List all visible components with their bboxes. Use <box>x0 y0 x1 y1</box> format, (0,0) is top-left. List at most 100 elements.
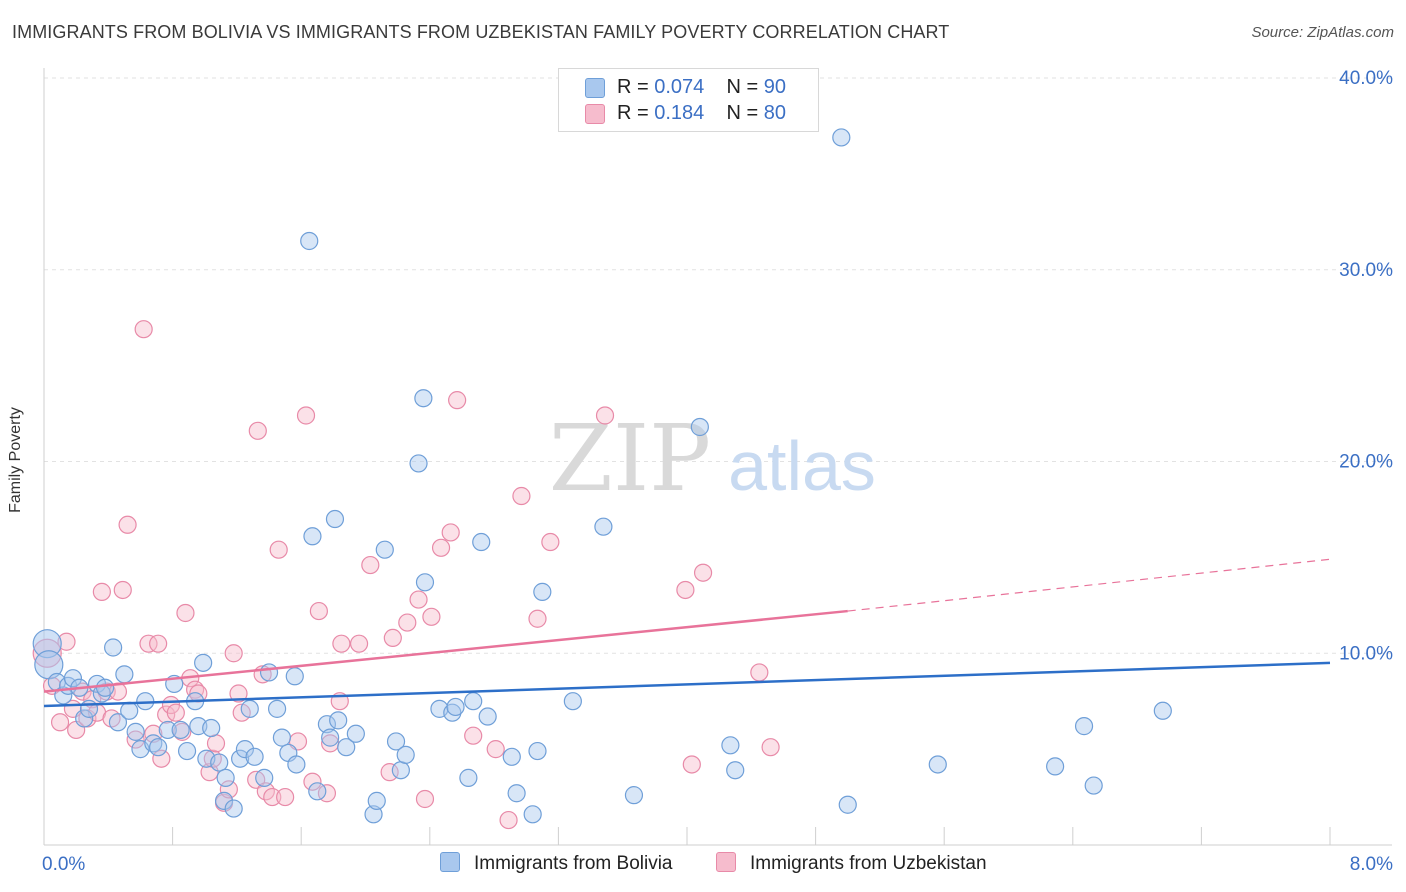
bolivia-point <box>287 755 306 774</box>
stats-legend: R = 0.074 N = 90 R = 0.184 N = 80 <box>558 68 819 132</box>
uzbekistan-point <box>229 684 248 703</box>
y-tick-label: 30.0% <box>1339 260 1393 281</box>
bolivia-point <box>502 747 521 766</box>
legend-item-bolivia[interactable]: Immigrants from Bolivia <box>440 852 673 875</box>
bolivia-point <box>224 799 243 818</box>
bolivia-point <box>446 697 465 717</box>
bolivia-point <box>272 728 292 747</box>
bolivia-point <box>120 701 139 720</box>
bolivia-legend-label: Immigrants from Bolivia <box>474 853 673 874</box>
uzbekistan-point <box>541 532 560 552</box>
bolivia-point <box>300 231 319 251</box>
uzbekistan-point <box>448 391 467 410</box>
x-tick-label: 0.0% <box>42 854 85 875</box>
bolivia-point <box>1084 776 1103 795</box>
uzbekistan-point <box>512 486 531 506</box>
uzbekistan-point <box>248 421 267 440</box>
legend-item-uzbekistan[interactable]: Immigrants from Uzbekistan <box>716 852 987 875</box>
uzbekistan-point <box>118 515 137 534</box>
bolivia-point <box>202 718 221 738</box>
y-tick-label: 40.0% <box>1339 68 1393 89</box>
bolivia-point <box>104 638 123 657</box>
uzbekistan-point <box>380 763 399 782</box>
bolivia-point <box>375 540 394 559</box>
uzbekistan-swatch <box>585 104 605 124</box>
bolivia-point <box>594 517 613 536</box>
uzbekistan-point <box>139 634 158 653</box>
bolivia-point <box>285 667 304 686</box>
bolivia-point <box>337 738 356 757</box>
bolivia-point <box>308 782 327 801</box>
bolivia-point <box>177 741 197 761</box>
bolivia-trend-line <box>43 661 1331 708</box>
watermark-atlas: atlas <box>728 427 876 505</box>
uzbekistan-point <box>693 563 713 582</box>
bolivia-point <box>329 711 348 730</box>
x-tick-label: 8.0% <box>1350 854 1393 875</box>
bolivia-point <box>149 738 168 757</box>
uzbekistan-point <box>200 763 219 782</box>
stats-text: R = 0.074 N = 90 <box>617 76 786 99</box>
uzbekistan-point <box>431 538 451 557</box>
bolivia-point <box>108 713 128 732</box>
bolivia-point <box>346 724 365 743</box>
bolivia-point <box>194 653 213 672</box>
watermark-zip: ZIP <box>549 405 711 512</box>
bolivia-point <box>214 791 234 810</box>
bolivia-point <box>255 768 274 787</box>
uzbekistan-point <box>263 787 282 807</box>
uzbekistan-point <box>398 613 417 632</box>
n-label: N = <box>726 76 759 98</box>
bolivia-point <box>245 747 264 766</box>
uzbekistan-point <box>750 663 769 682</box>
uzbekistan-point <box>176 603 195 623</box>
uzbekistan-point <box>149 634 168 653</box>
n-value: 80 <box>763 102 787 124</box>
uzbekistan-point <box>383 628 402 648</box>
bolivia-point <box>303 527 322 546</box>
bolivia-point <box>528 741 547 761</box>
bolivia-point <box>459 768 478 787</box>
uzbekistan-point <box>464 726 483 745</box>
uzbekistan-point <box>349 634 369 653</box>
grid-lines <box>44 77 1392 654</box>
uzbekistan-trend-line <box>43 609 848 693</box>
bolivia-point <box>126 722 145 741</box>
uzbekistan-point <box>499 810 518 830</box>
source-label: Source: ZipAtlas.com <box>1251 24 1394 41</box>
bolivia-point <box>115 665 134 684</box>
bolivia-point <box>240 699 259 718</box>
uzbekistan-point <box>276 787 295 807</box>
trend-lines <box>43 558 1331 708</box>
uzbekistan-point <box>92 582 111 601</box>
uzbekistan-point <box>676 580 695 600</box>
bolivia-point <box>391 761 410 780</box>
uzbekistan-point <box>309 601 328 621</box>
bolivia-point <box>158 720 177 740</box>
bolivia-point <box>317 715 337 734</box>
bolivia-point <box>259 663 279 682</box>
bolivia-point <box>624 786 644 805</box>
y-axis-label: Family Poverty <box>7 407 24 513</box>
stats-text: R = 0.184 N = 80 <box>617 102 786 125</box>
bolivia-point <box>832 128 851 147</box>
uzbekistan-legend-swatch <box>716 852 736 872</box>
r-label: R = <box>617 76 649 98</box>
uzbekistan-point <box>224 644 243 663</box>
bolivia-point <box>523 805 542 824</box>
bolivia-point <box>1153 701 1172 720</box>
r-label: R = <box>617 102 649 124</box>
bolivia-point <box>472 532 491 552</box>
watermark: ZIP atlas <box>549 405 876 512</box>
n-value: 90 <box>763 76 787 98</box>
uzbekistan-point <box>441 523 460 542</box>
bolivia-point <box>533 582 552 601</box>
bolivia-point <box>690 417 709 437</box>
bolivia-point <box>414 389 433 408</box>
uzbekistan-point <box>422 607 441 626</box>
bolivia-point <box>364 805 383 824</box>
uzbekistan-point <box>682 755 701 774</box>
bolivia-point <box>325 509 345 529</box>
uzbekistan-points <box>32 320 780 830</box>
bolivia-point <box>386 732 406 751</box>
